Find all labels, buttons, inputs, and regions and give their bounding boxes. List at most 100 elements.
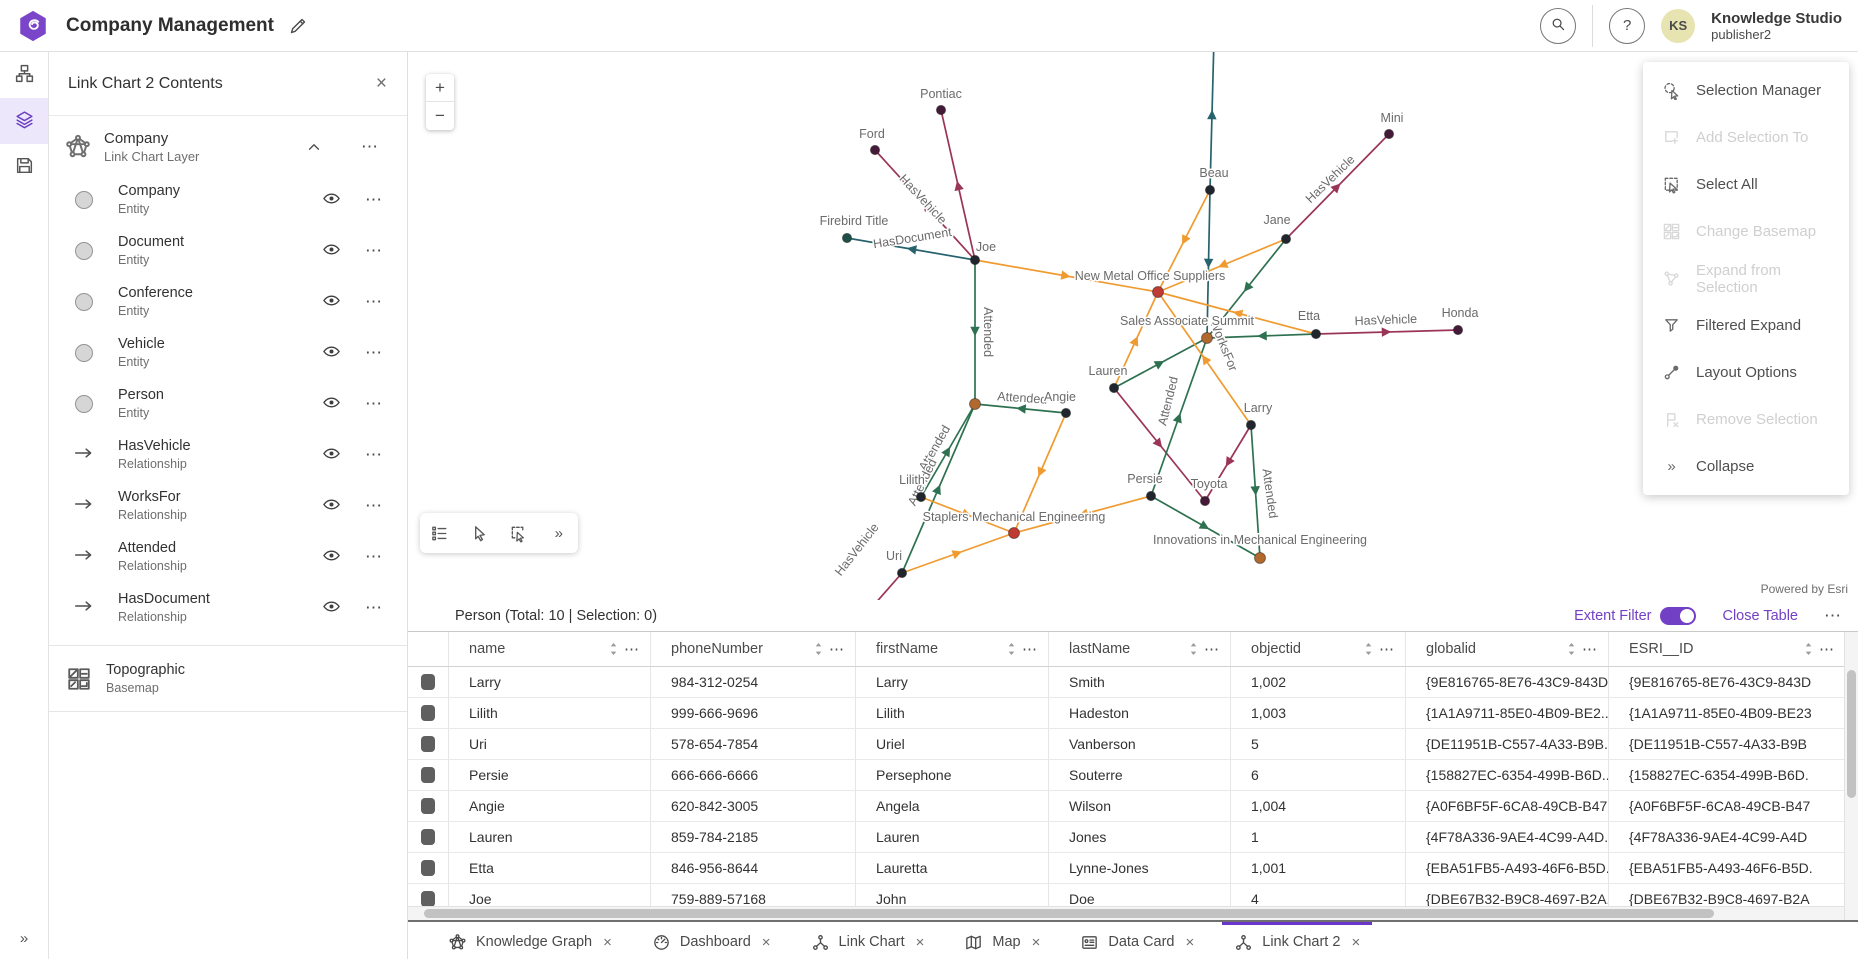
graph-node-beau[interactable] xyxy=(1204,184,1216,196)
graph-node-angie[interactable] xyxy=(1060,407,1072,419)
row-checkbox[interactable] xyxy=(421,829,435,845)
row-checkbox[interactable] xyxy=(421,891,435,907)
table-row[interactable]: Angie 620-842-3005 Angela Wilson 1,004 {A0F6B… xyxy=(408,791,1858,822)
sort-icon[interactable] xyxy=(1804,642,1813,656)
tab-data-card[interactable]: Data Card × xyxy=(1068,922,1206,959)
column-header-esri__id[interactable]: ESRI__ID ⋯ xyxy=(1608,632,1845,666)
menu-item-filtered-expand[interactable]: Filtered Expand xyxy=(1643,302,1849,349)
chevrons-right-icon[interactable]: » xyxy=(549,524,568,543)
menu-item-collapse[interactable]: » Collapse xyxy=(1643,443,1849,490)
extent-filter-toggle[interactable] xyxy=(1660,606,1697,625)
visibility-eye-icon[interactable] xyxy=(322,597,341,619)
graph-node-etta[interactable] xyxy=(1310,328,1322,340)
graph-node-joe[interactable] xyxy=(969,254,981,266)
vertical-scrollbar[interactable] xyxy=(1844,632,1858,920)
basemap-row[interactable]: Topographic Basemap xyxy=(48,646,407,712)
layer-item-company[interactable]: Company Entity ⋯ xyxy=(48,174,407,225)
graph-node-ford[interactable] xyxy=(869,144,881,156)
graph-node-persie[interactable] xyxy=(1145,490,1157,502)
close-tab-icon[interactable]: × xyxy=(1031,933,1041,951)
tab-dashboard[interactable]: Dashboard × xyxy=(640,922,783,959)
graph-node-lilith[interactable] xyxy=(915,491,927,503)
visibility-eye-icon[interactable] xyxy=(322,240,341,262)
column-header-name[interactable]: name ⋯ xyxy=(448,632,650,666)
graph-node-firebird[interactable] xyxy=(841,232,853,244)
layer-options-icon[interactable]: ⋯ xyxy=(365,597,383,617)
menu-item-selection-manager[interactable]: Selection Manager xyxy=(1643,67,1849,114)
menu-item-layout-options[interactable]: Layout Options xyxy=(1643,349,1849,396)
collapse-group-icon[interactable] xyxy=(305,138,323,156)
row-checkbox[interactable] xyxy=(421,736,435,752)
layer-options-icon[interactable]: ⋯ xyxy=(365,393,383,413)
graph-node-sas[interactable] xyxy=(1201,332,1213,344)
layer-item-hasdocument[interactable]: HasDocument Relationship ⋯ xyxy=(48,582,407,633)
column-header-lastname[interactable]: lastName ⋯ xyxy=(1048,632,1230,666)
close-tab-icon[interactable]: × xyxy=(1351,933,1361,951)
rail-collapse-button[interactable]: » xyxy=(0,923,48,953)
layer-item-vehicle[interactable]: Vehicle Entity ⋯ xyxy=(48,327,407,378)
edit-title-icon[interactable] xyxy=(288,16,308,36)
user-block[interactable]: Knowledge Studio publisher2 xyxy=(1711,10,1842,42)
column-options-icon[interactable]: ⋯ xyxy=(1582,641,1598,658)
legend-list-icon[interactable] xyxy=(430,524,449,543)
horizontal-scrollbar[interactable] xyxy=(408,906,1845,920)
table-row[interactable]: Persie 666-666-6666 Persephone Souterre 6 {15… xyxy=(408,760,1858,791)
row-checkbox[interactable] xyxy=(421,674,435,690)
tab-map[interactable]: Map × xyxy=(952,922,1052,959)
layer-options-icon[interactable]: ⋯ xyxy=(365,291,383,311)
graph-node-staplers[interactable] xyxy=(1008,527,1020,539)
sort-icon[interactable] xyxy=(609,642,618,656)
sort-icon[interactable] xyxy=(1007,642,1016,656)
layer-item-document[interactable]: Document Entity ⋯ xyxy=(48,225,407,276)
column-header-phonenumber[interactable]: phoneNumber ⋯ xyxy=(650,632,855,666)
layer-item-hasvehicle[interactable]: HasVehicle Relationship ⋯ xyxy=(48,429,407,480)
search-button[interactable] xyxy=(1540,7,1577,44)
menu-item-select-all[interactable]: Select All xyxy=(1643,161,1849,208)
visibility-eye-icon[interactable] xyxy=(322,342,341,364)
column-options-icon[interactable]: ⋯ xyxy=(829,641,845,658)
row-checkbox[interactable] xyxy=(421,767,435,783)
layer-item-person[interactable]: Person Entity ⋯ xyxy=(48,378,407,429)
avatar[interactable]: KS xyxy=(1661,8,1696,43)
row-checkbox[interactable] xyxy=(421,798,435,814)
table-row[interactable]: Lilith 999-666-9696 Lilith Hadeston 1,003 {1A… xyxy=(408,698,1858,729)
visibility-eye-icon[interactable] xyxy=(322,546,341,568)
link-chart-canvas[interactable]: HasVehicle HasVehicle HasVehicle HasVehicle… xyxy=(408,52,1858,600)
layer-group-row[interactable]: Company Link Chart Layer ⋯ xyxy=(48,116,407,174)
link-chart-graph[interactable]: HasVehicle HasVehicle HasVehicle HasVehicle… xyxy=(408,52,1858,600)
close-tab-icon[interactable]: × xyxy=(915,933,925,951)
layer-item-worksfor[interactable]: WorksFor Relationship ⋯ xyxy=(48,480,407,531)
layer-item-conference[interactable]: Conference Entity ⋯ xyxy=(48,276,407,327)
graph-node-mini[interactable] xyxy=(1383,128,1395,140)
select-rect-icon[interactable] xyxy=(509,524,528,543)
graph-node-nmos[interactable] xyxy=(1152,286,1164,298)
graph-node-larry[interactable] xyxy=(1245,419,1257,431)
rail-item-layers-active[interactable] xyxy=(0,98,48,144)
sort-icon[interactable] xyxy=(1364,642,1373,656)
table-row[interactable]: Lauren 859-784-2185 Lauren Jones 1 {4F78A336-… xyxy=(408,822,1858,853)
table-row[interactable]: Larry 984-312-0254 Larry Smith 1,002 {9E81676… xyxy=(408,667,1858,698)
row-checkbox[interactable] xyxy=(421,705,435,721)
tab-link-chart[interactable]: Link Chart × xyxy=(799,922,937,959)
close-tab-icon[interactable]: × xyxy=(1185,933,1195,951)
close-table-button[interactable]: Close Table xyxy=(1722,607,1798,624)
graph-node-lauren[interactable] xyxy=(1108,382,1120,394)
close-tab-icon[interactable]: × xyxy=(761,933,771,951)
rail-item-save[interactable] xyxy=(0,144,48,190)
layer-options-icon[interactable]: ⋯ xyxy=(365,189,383,209)
graph-node-toyota[interactable] xyxy=(1199,495,1211,507)
row-checkbox[interactable] xyxy=(421,860,435,876)
table-row[interactable]: Etta 846-956-8644 Lauretta Lynne-Jones 1,001… xyxy=(408,853,1858,884)
table-options-icon[interactable]: ⋯ xyxy=(1824,605,1842,625)
column-header-objectid[interactable]: objectid ⋯ xyxy=(1230,632,1405,666)
visibility-eye-icon[interactable] xyxy=(322,444,341,466)
layer-options-icon[interactable]: ⋯ xyxy=(365,495,383,515)
close-panel-icon[interactable]: × xyxy=(375,73,387,94)
rail-item-project-tree[interactable] xyxy=(0,52,48,98)
layer-options-icon[interactable]: ⋯ xyxy=(365,546,383,566)
layer-options-icon[interactable]: ⋯ xyxy=(365,240,383,260)
graph-node-uri[interactable] xyxy=(896,567,908,579)
graph-node-pontiac[interactable] xyxy=(935,104,947,116)
column-options-icon[interactable]: ⋯ xyxy=(1379,641,1395,658)
layer-group-options-icon[interactable]: ⋯ xyxy=(361,137,379,156)
